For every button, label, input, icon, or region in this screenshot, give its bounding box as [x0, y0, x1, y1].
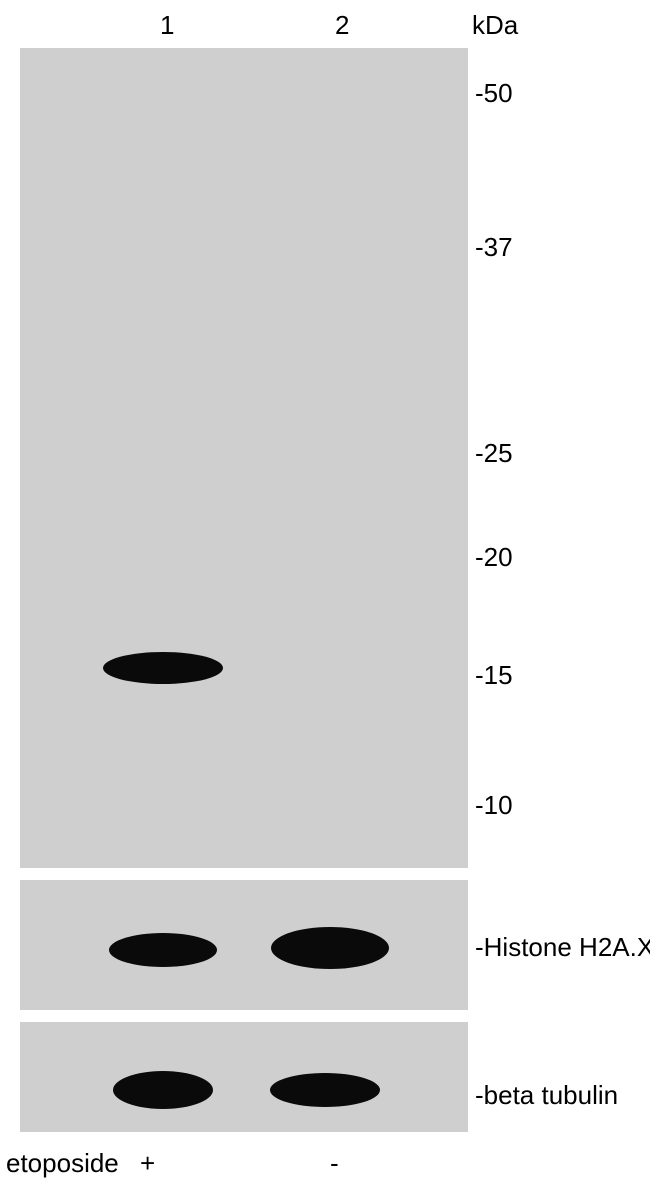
histone-blot [20, 880, 468, 1010]
mw-marker-3: -20 [475, 542, 513, 573]
units-label: kDa [472, 10, 518, 41]
tubulin-blot-band-lane1 [113, 1071, 213, 1109]
histone-blot-band-lane1 [109, 933, 217, 967]
histone-blot-side-label: -Histone H2A.X [475, 932, 650, 963]
main-blot-band-lane1 [103, 652, 223, 684]
mw-marker-2: -25 [475, 438, 513, 469]
mw-marker-0: -50 [475, 78, 513, 109]
treatment-value-0: + [140, 1148, 155, 1179]
lane-label-2: 2 [335, 10, 349, 41]
main-blot [20, 48, 468, 868]
treatment-value-1: - [330, 1148, 339, 1179]
histone-blot-band-lane2 [271, 927, 389, 969]
tubulin-blot [20, 1022, 468, 1132]
tubulin-blot-side-label: -beta tubulin [475, 1080, 618, 1111]
tubulin-blot-band-lane2 [270, 1073, 380, 1107]
mw-marker-4: -15 [475, 660, 513, 691]
treatment-label: etoposide [6, 1148, 119, 1179]
lane-label-1: 1 [160, 10, 174, 41]
mw-marker-5: -10 [475, 790, 513, 821]
mw-marker-1: -37 [475, 232, 513, 263]
